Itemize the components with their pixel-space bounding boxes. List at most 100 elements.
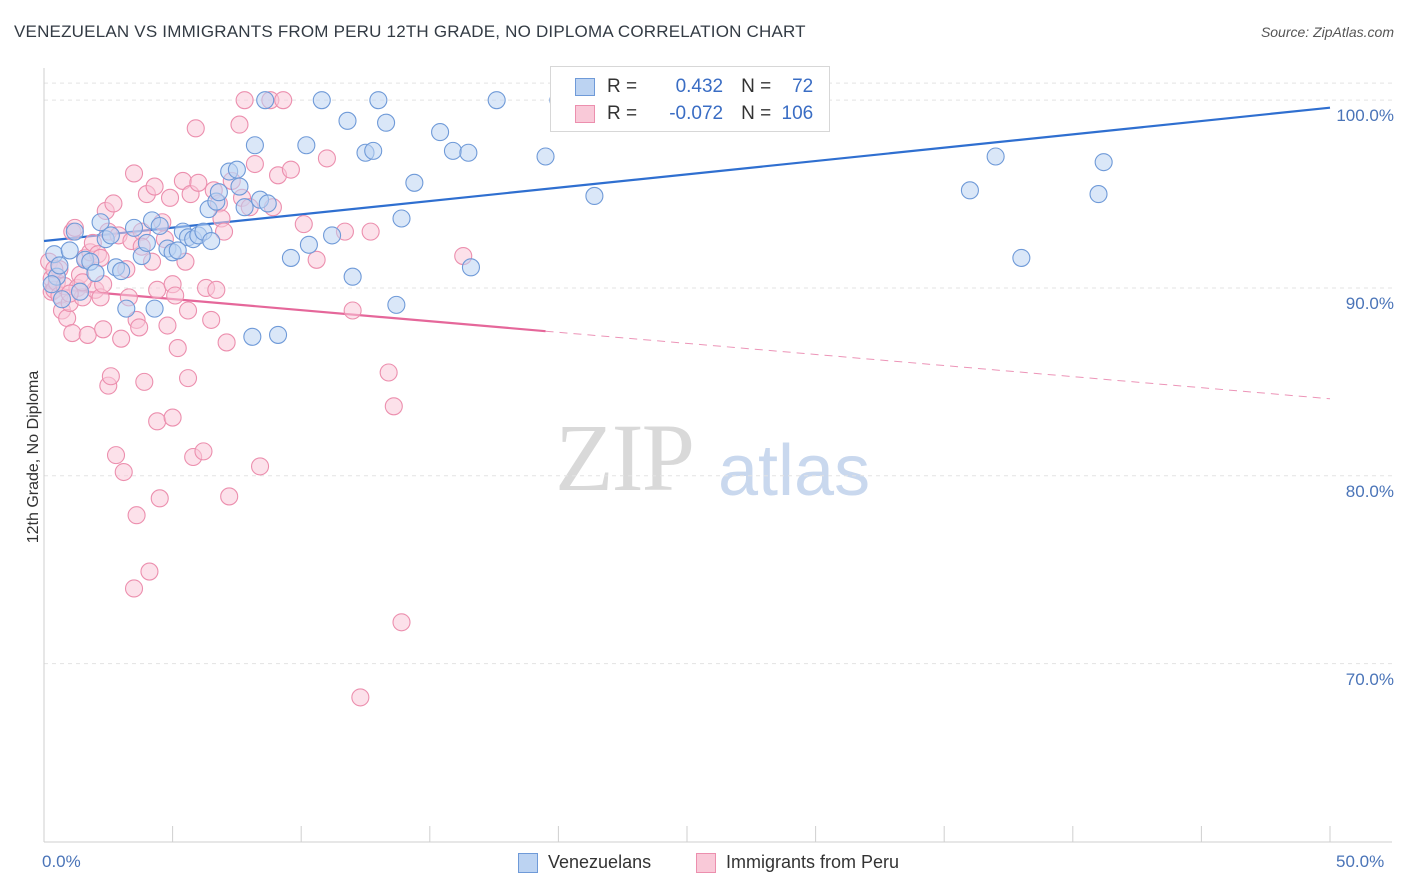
point-venezuelans [124,218,144,237]
point-venezuelans [86,263,105,283]
point-venezuelans [281,248,300,267]
legend-row-peru: R = -0.072 N = 106 [575,101,813,127]
y-tick-label-70: 70.0% [1345,669,1394,689]
point-peru [163,408,182,427]
point-peru [63,323,82,343]
point-venezuelans [459,143,478,162]
point-peru [207,280,226,299]
point-venezuelans [536,147,555,166]
bottom-legend-label-venezuelans: Venezuelans [548,852,652,872]
point-peru [130,318,149,337]
bottom-legend-label-peru: Immigrants from Peru [726,852,900,872]
trend-line-peru-extrapolated [545,330,1331,400]
chart-title: VENEZUELAN VS IMMIGRANTS FROM PERU 12TH … [14,22,806,41]
point-peru [217,333,236,352]
point-venezuelans [258,194,277,213]
point-venezuelans [1094,153,1113,172]
legend-n-label: N = [741,76,772,97]
point-venezuelans [50,256,69,275]
point-venezuelans [369,91,388,110]
point-peru [112,329,131,348]
point-venezuelans [245,136,264,155]
point-venezuelans [209,183,228,202]
point-venezuelans [112,262,131,281]
point-venezuelans [243,327,262,346]
bottom-legend-swatch-blue [518,852,538,873]
point-venezuelans [392,209,411,228]
y-tick-label-80: 80.0% [1345,481,1394,501]
point-venezuelans [338,111,357,130]
point-peru [140,562,159,581]
legend-swatch-blue [575,78,595,96]
point-venezuelans [461,258,481,277]
point-peru [124,164,144,183]
legend-r-label: R = [607,103,638,124]
point-venezuelans [101,226,120,245]
point-peru [294,215,313,234]
point-peru [127,506,146,525]
point-peru [58,308,77,328]
point-peru [158,316,177,335]
watermark-zip: ZIP [555,404,695,511]
point-venezuelans [256,91,275,110]
x-tick-label-max: 50.0% [1336,852,1385,871]
point-peru [178,301,198,320]
point-venezuelans [65,222,84,241]
point-peru [166,286,185,305]
y-axis-label: 12th Grade, No Diploma [25,370,42,544]
point-peru [379,363,398,382]
point-peru [361,222,380,241]
point-peru [78,325,97,344]
legend-swatch-pink [575,105,595,123]
point-peru [281,160,300,179]
point-peru [307,250,326,269]
point-venezuelans [227,160,246,179]
legend-n-label: N = [741,103,772,124]
point-peru [160,188,180,207]
point-peru [168,339,187,358]
bottom-legend-peru: Immigrants from Peru [696,852,899,873]
point-peru [178,369,198,388]
point-peru [189,173,208,192]
point-venezuelans [70,282,90,301]
point-peru [124,579,144,598]
point-venezuelans [235,198,254,217]
bottom-legend-venezuelans: Venezuelans [518,852,651,873]
point-peru [274,91,293,110]
point-venezuelans [299,235,318,254]
point-venezuelans [364,141,383,160]
point-peru [145,177,164,196]
point-venezuelans [42,275,61,294]
point-venezuelans [269,325,288,344]
point-venezuelans [323,226,342,245]
point-venezuelans [1089,185,1108,204]
point-peru [214,222,234,241]
legend-r-value-peru: -0.072 [669,103,724,124]
point-venezuelans [52,290,72,309]
point-venezuelans [202,231,221,251]
point-venezuelans [230,177,249,196]
correlation-legend: R = 0.432 N = 72 R = -0.072 N = 106 [550,66,830,132]
point-peru [101,367,120,386]
point-peru [114,462,133,482]
point-venezuelans [405,173,424,192]
point-venezuelans [986,147,1005,166]
point-venezuelans [117,299,136,318]
point-peru [104,194,123,213]
point-peru [148,280,167,299]
legend-n-value-venezuelans: 72 [792,76,814,97]
point-peru [220,487,239,506]
point-peru [351,688,370,707]
point-peru [202,310,221,329]
point-venezuelans [150,216,169,236]
point-peru [148,412,167,431]
point-venezuelans [91,213,110,232]
y-tick-label-90: 90.0% [1345,293,1394,313]
point-venezuelans [312,91,331,110]
point-peru [235,91,254,110]
point-peru [94,320,113,339]
point-peru [135,372,154,391]
point-peru [106,446,126,465]
point-peru [250,457,270,476]
